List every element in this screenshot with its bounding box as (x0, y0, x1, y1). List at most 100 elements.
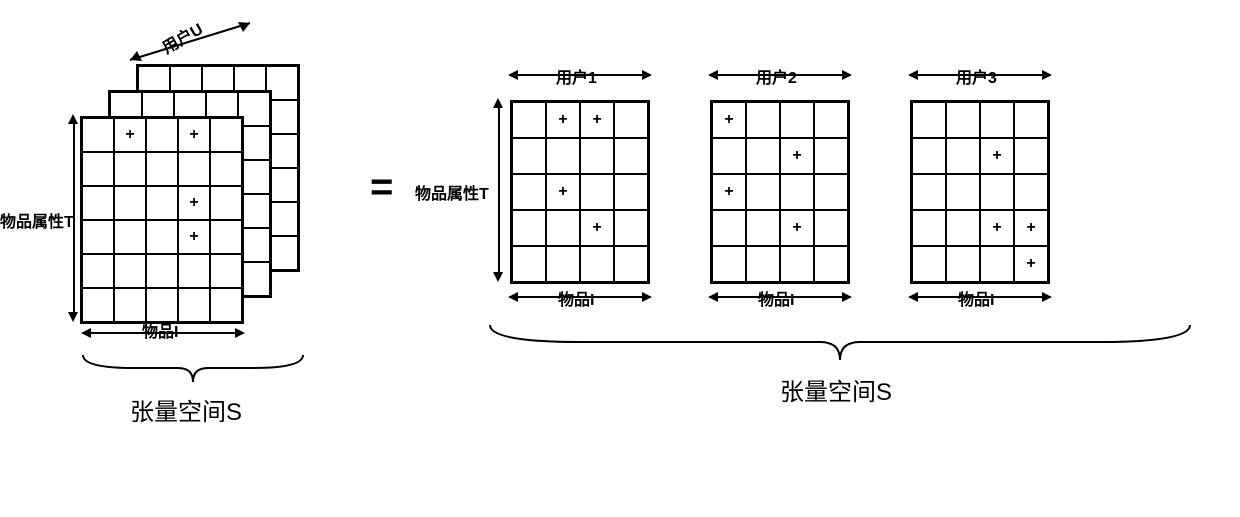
plus-icon: + (992, 148, 1001, 164)
grid-cell (210, 118, 242, 152)
plus-icon: + (724, 112, 733, 128)
diagram-canvas: ++++++++ 用户U 物品属性T 物品I 张量空间S = 物品属性T 用户1… (20, 20, 1220, 500)
grid-cell (546, 138, 580, 174)
grid-cell (546, 210, 580, 246)
grid-cell (146, 288, 178, 322)
grid-cell (780, 174, 814, 210)
right-brace (480, 320, 1200, 370)
grid-cell (1014, 174, 1048, 210)
left-row-axis-label: 物品属性T (0, 208, 74, 232)
equals-sign: = (370, 165, 393, 210)
plus-icon: + (1026, 220, 1035, 236)
user-axis-label: 用户3 (956, 64, 997, 88)
grid-cell: + (546, 174, 580, 210)
grid-cell (780, 102, 814, 138)
grid-cell: + (1014, 246, 1048, 282)
grid-cell (178, 288, 210, 322)
grid-cell (82, 254, 114, 288)
grid-cell (614, 246, 648, 282)
item-axis-label: 物品I (958, 286, 994, 310)
grid: + + + + (710, 100, 850, 284)
grid-cell: + (712, 102, 746, 138)
grid: + + + + (910, 100, 1050, 284)
grid-cell (946, 210, 980, 246)
grid-cell (210, 186, 242, 220)
grid-cell (82, 152, 114, 186)
grid-cell (814, 102, 848, 138)
grid-cell (580, 138, 614, 174)
right-caption: 张量空间S (780, 372, 892, 407)
grid-cell: + (114, 118, 146, 152)
item-axis-label: 物品I (758, 286, 794, 310)
left-caption: 张量空间S (130, 392, 242, 427)
grid-cell (512, 138, 546, 174)
grid-cell (746, 246, 780, 282)
grid-cell (746, 210, 780, 246)
grid-cell (814, 246, 848, 282)
grid-cell (712, 138, 746, 174)
grid-cell (82, 118, 114, 152)
item-axis-label: 物品I (558, 286, 594, 310)
grid-cell (780, 246, 814, 282)
grid-cell (912, 138, 946, 174)
grid-cell (746, 102, 780, 138)
grid-cell: + (980, 138, 1014, 174)
grid-cell: + (178, 118, 210, 152)
grid-cell: + (780, 210, 814, 246)
grid-cell (114, 220, 146, 254)
grid-cell (746, 138, 780, 174)
grid-cell (946, 102, 980, 138)
grid-cell (146, 152, 178, 186)
grid-cell (814, 210, 848, 246)
grid-cell (912, 210, 946, 246)
stack-layer: + + + + (80, 116, 244, 324)
grid: + + + + (80, 116, 244, 324)
right-row-axis-label: 物品属性T (415, 180, 489, 204)
grid-cell (946, 138, 980, 174)
grid-cell (614, 102, 648, 138)
grid-cell (580, 246, 614, 282)
grid-cell (614, 174, 648, 210)
plus-icon: + (189, 229, 198, 245)
grid-cell (814, 174, 848, 210)
grid-cell (114, 152, 146, 186)
grid-cell (82, 186, 114, 220)
grid-cell (1014, 102, 1048, 138)
grid-cell (980, 102, 1014, 138)
grid-cell (210, 288, 242, 322)
grid-cell (980, 246, 1014, 282)
grid-cell (912, 174, 946, 210)
plus-icon: + (558, 112, 567, 128)
grid-cell (82, 220, 114, 254)
plus-icon: + (558, 184, 567, 200)
user-axis-label: 用户2 (756, 64, 797, 88)
grid-cell: + (1014, 210, 1048, 246)
grid-cell: + (178, 220, 210, 254)
grid-cell (814, 138, 848, 174)
grid-cell (946, 246, 980, 282)
grid-cell (614, 138, 648, 174)
grid-cell (114, 254, 146, 288)
grid-cell (210, 220, 242, 254)
grid-cell: + (178, 186, 210, 220)
plus-icon: + (592, 112, 601, 128)
grid-cell: + (546, 102, 580, 138)
grid: ++++ (510, 100, 650, 284)
left-brace (78, 350, 308, 390)
grid-cell: + (712, 174, 746, 210)
grid-cell (178, 254, 210, 288)
plus-icon: + (792, 220, 801, 236)
matrix-slice: ++++ (510, 100, 650, 284)
plus-icon: + (724, 184, 733, 200)
grid-cell (580, 174, 614, 210)
grid-cell (712, 246, 746, 282)
grid-cell: + (780, 138, 814, 174)
matrix-slice: + + + + (910, 100, 1050, 284)
plus-icon: + (1026, 256, 1035, 272)
grid-cell (210, 254, 242, 288)
grid-cell (114, 288, 146, 322)
grid-cell (146, 220, 178, 254)
grid-cell: + (980, 210, 1014, 246)
grid-cell (114, 186, 146, 220)
grid-cell (980, 174, 1014, 210)
